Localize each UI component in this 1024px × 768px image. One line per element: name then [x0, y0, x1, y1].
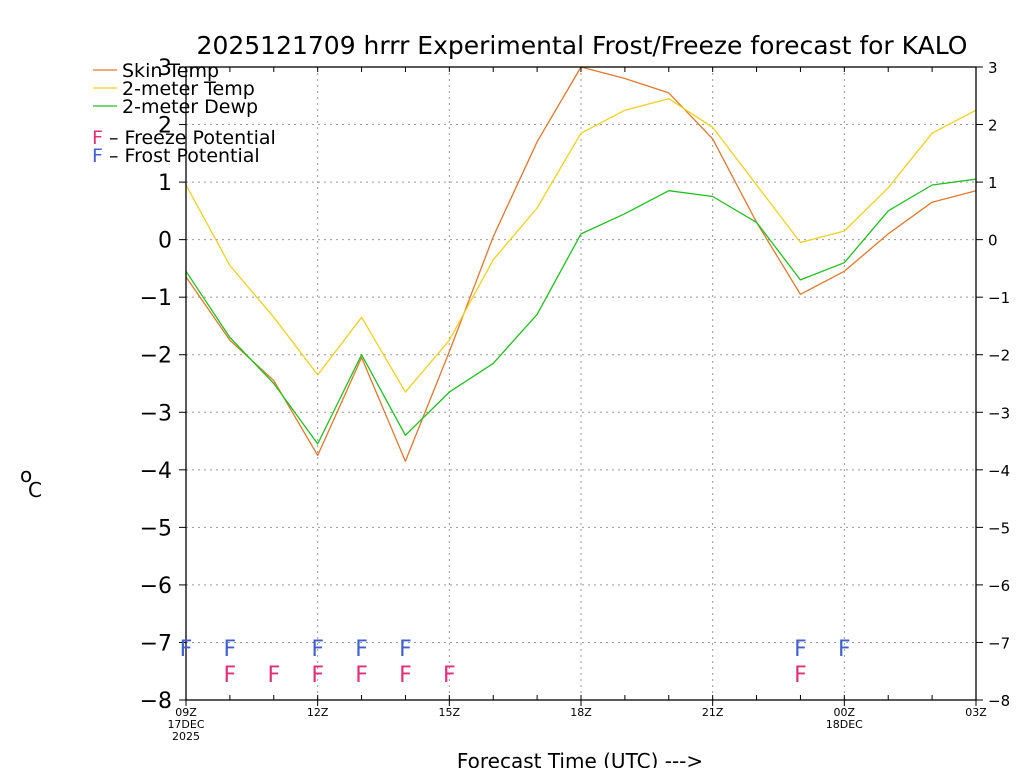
x-tick-label: 18DEC: [826, 718, 863, 731]
y-tick-label: −6: [140, 574, 172, 599]
y-tick-label-right: −2: [988, 347, 1010, 365]
y-tick-label: 0: [158, 229, 172, 254]
y-tick-label: 1: [158, 171, 172, 196]
y-tick-label-right: −8: [988, 692, 1010, 710]
freeze-flag: F: [267, 663, 280, 688]
y-tick-label: −2: [140, 344, 172, 369]
frost-flag: F: [794, 637, 807, 662]
frost-flag: F: [838, 637, 851, 662]
y-tick-label: −3: [140, 401, 172, 426]
x-tick-label: 18Z: [570, 706, 592, 719]
y-tick-label-right: −3: [988, 404, 1010, 422]
freeze-flag: F: [794, 663, 807, 688]
freeze-flag: F: [311, 663, 324, 688]
x-tick-label: 12Z: [307, 706, 329, 719]
legend-label: Skin Temp: [122, 60, 219, 82]
freeze-flag: F: [224, 663, 237, 688]
y-axis-label-unit: C: [28, 478, 42, 502]
y-tick-label-right: −4: [988, 462, 1010, 480]
y-tick-label-right: 0: [988, 232, 998, 250]
y-tick-label-right: 2: [988, 117, 998, 135]
series-line-2-meter-dewp: [185, 178, 977, 445]
x-tick-label: 21Z: [702, 706, 724, 719]
y-tick-label: −5: [140, 516, 172, 541]
x-axis-label: Forecast Time (UTC) --->: [457, 749, 703, 768]
frost-flag: F: [224, 637, 237, 662]
axis-ticks: −8 −8 −7 −7 −6 −6 −5 −5 −4 −4 −3 −3 −2 −2 −1 −1 0 0 1 1 2 2 3 3…: [140, 56, 1011, 743]
flag-legend-entry: F – Frost Potential: [92, 145, 260, 167]
x-tick-label: 00Z: [834, 706, 856, 719]
frost-flag: F: [311, 637, 324, 662]
y-tick-label: −8: [140, 689, 172, 714]
frost-flag: F: [180, 637, 193, 662]
flag-legend-entry: F – Freeze Potential: [92, 127, 276, 149]
freeze-flag: F: [443, 663, 456, 688]
y-tick-label: −7: [140, 631, 172, 656]
legend-label: 2-meter Dewp: [122, 96, 258, 118]
y-tick-label-right: −5: [988, 519, 1010, 537]
frost-freeze-flags: F F F F F F FF F F F F F F: [180, 637, 851, 688]
x-tick-label: 17DEC: [167, 718, 204, 731]
y-axis-label: o C: [20, 463, 42, 502]
y-tick-label-right: −1: [988, 289, 1010, 307]
chart-title: 2025121709 hrrr Experimental Frost/Freez…: [197, 31, 968, 60]
y-tick-label-right: 1: [988, 174, 998, 192]
y-tick-label-right: 3: [988, 59, 998, 77]
y-tick-label-right: −7: [988, 634, 1010, 652]
y-tick-label: −4: [140, 459, 172, 484]
freeze-flag: F: [355, 663, 368, 688]
series-line-2-meter-temp: [185, 98, 977, 393]
y-tick-label: 3: [158, 56, 172, 81]
x-tick-label: 09Z: [175, 706, 197, 719]
x-tick-label: 03Z: [965, 706, 987, 719]
frost-flag: F: [355, 637, 368, 662]
y-tick-label: −1: [140, 286, 172, 311]
x-tick-label: 15Z: [439, 706, 461, 719]
y-tick-label-right: −6: [988, 577, 1010, 595]
legend-label: 2-meter Temp: [122, 78, 255, 100]
y-axis-label-degree: o: [20, 463, 32, 487]
freeze-flag: F: [399, 663, 412, 688]
x-tick-label: 2025: [172, 730, 200, 743]
y-tick-label: 2: [158, 114, 172, 139]
frost-flag: F: [399, 637, 412, 662]
